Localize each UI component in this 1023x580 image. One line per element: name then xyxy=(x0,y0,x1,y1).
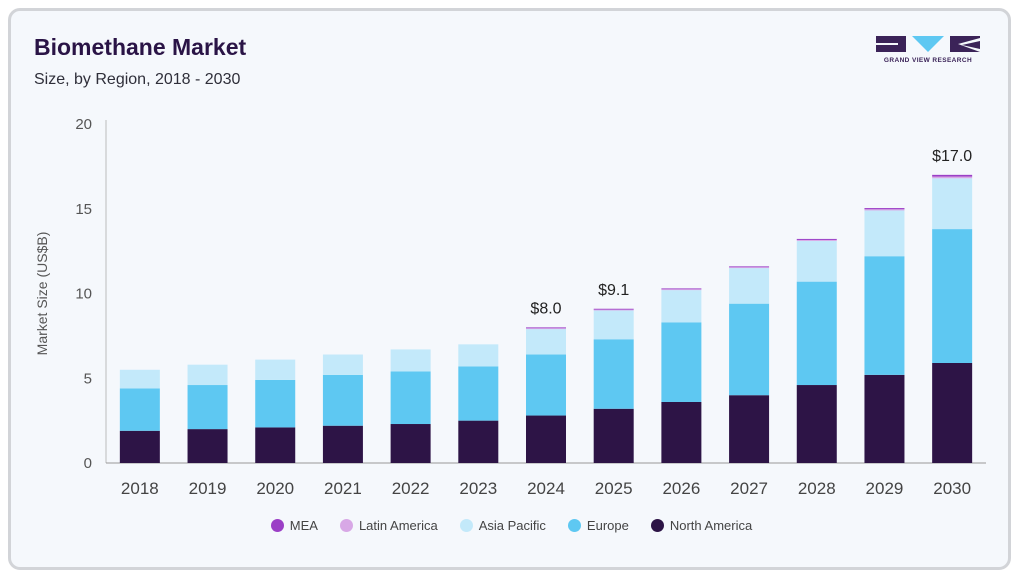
bar-north-america-2019 xyxy=(187,429,228,463)
bar-north-america-2026 xyxy=(661,401,702,463)
bar-latin-america-2026 xyxy=(661,289,702,291)
bar-europe-2026 xyxy=(661,322,702,402)
bar-north-america-2028 xyxy=(796,385,837,463)
legend-label: Latin America xyxy=(358,518,438,533)
x-tick-label: 2028 xyxy=(798,479,836,498)
bar-europe-2018 xyxy=(119,388,160,431)
bar-north-america-2025 xyxy=(593,408,634,463)
y-tick-label: 0 xyxy=(84,455,92,472)
bar-europe-2021 xyxy=(322,374,363,426)
bar-mea-2029 xyxy=(864,208,905,210)
x-tick-label: 2022 xyxy=(392,479,430,498)
chart-subtitle: Size, by Region, 2018 - 2030 xyxy=(34,71,241,88)
bar-north-america-2027 xyxy=(729,395,770,463)
bar-asia-pacific-2025 xyxy=(593,310,634,340)
chart-card xyxy=(8,8,1011,570)
x-tick-label: 2020 xyxy=(256,479,294,498)
x-tick-label: 2027 xyxy=(730,479,768,498)
bar-asia-pacific-2024 xyxy=(526,329,566,355)
legend-item-europe: Europe xyxy=(567,518,629,533)
x-tick-label: 2030 xyxy=(933,479,971,498)
bar-europe-2020 xyxy=(255,379,296,428)
bar-mea-2030 xyxy=(932,174,973,177)
bar-mea-2027 xyxy=(729,266,770,268)
legend-swatch-icon xyxy=(459,519,473,532)
bar-north-america-2020 xyxy=(255,427,296,463)
legend-item-mea: MEA xyxy=(270,518,318,533)
y-tick-label: 10 xyxy=(75,286,92,303)
bar-europe-2019 xyxy=(187,385,228,430)
x-tick-label: 2021 xyxy=(324,479,362,498)
legend-swatch-icon xyxy=(339,519,353,532)
bar-asia-pacific-2030 xyxy=(932,178,973,230)
bar-asia-pacific-2020 xyxy=(255,359,296,380)
legend-swatch-icon xyxy=(567,519,581,532)
bar-asia-pacific-2021 xyxy=(322,354,363,375)
bar-asia-pacific-2028 xyxy=(796,240,837,282)
legend-label: Asia Pacific xyxy=(478,518,546,533)
logo-text: GRAND VIEW RESEARCH xyxy=(883,57,973,64)
y-axis-label: Market Size (US$B) xyxy=(34,232,50,356)
legend-item-asia-pacific: Asia Pacific xyxy=(459,518,546,533)
y-tick-label: 5 xyxy=(84,370,92,387)
bar-north-america-2022 xyxy=(390,424,431,463)
x-tick-label: 2023 xyxy=(459,479,497,498)
bar-asia-pacific-2019 xyxy=(187,364,228,386)
legend-label: Europe xyxy=(586,518,629,533)
bar-mea-2028 xyxy=(796,238,837,240)
x-tick-label: 2024 xyxy=(527,479,565,498)
legend-item-north-america: North America xyxy=(650,518,753,533)
chart-title: Biomethane Market xyxy=(34,34,247,60)
bar-latin-america-2029 xyxy=(864,209,905,211)
legend-swatch-icon xyxy=(270,519,284,532)
bar-north-america-2021 xyxy=(322,425,363,463)
y-tick-label: 15 xyxy=(75,201,92,218)
x-tick-label: 2025 xyxy=(595,479,633,498)
legend-label: North America xyxy=(669,518,753,533)
bar-north-america-2023 xyxy=(458,420,499,463)
bar-north-america-2030 xyxy=(932,362,973,463)
bar-asia-pacific-2022 xyxy=(390,349,431,372)
bar-latin-america-2025 xyxy=(593,309,634,311)
data-label: $17.0 xyxy=(932,148,972,165)
bar-north-america-2024 xyxy=(526,415,566,463)
x-tick-label: 2019 xyxy=(189,479,227,498)
bar-asia-pacific-2023 xyxy=(458,344,499,367)
bar-asia-pacific-2018 xyxy=(119,369,160,389)
bar-europe-2025 xyxy=(593,339,634,409)
x-tick-label: 2018 xyxy=(121,479,159,498)
legend-swatch-icon xyxy=(650,519,664,532)
logo-mark-icon xyxy=(876,36,980,52)
data-label: $9.1 xyxy=(598,282,629,299)
bar-europe-2024 xyxy=(526,354,566,416)
bar-latin-america-2024 xyxy=(526,328,566,330)
bar-europe-2023 xyxy=(458,366,499,421)
bar-asia-pacific-2026 xyxy=(661,290,702,323)
bar-north-america-2018 xyxy=(119,430,160,463)
bar-europe-2027 xyxy=(729,303,770,396)
bar-mea-2026 xyxy=(661,288,702,290)
bar-north-america-2029 xyxy=(864,374,905,463)
grand-view-research-logo: GRAND VIEW RESEARCH xyxy=(876,34,980,74)
bar-mea-2024 xyxy=(526,327,566,329)
bar-latin-america-2027 xyxy=(729,267,770,269)
x-tick-label: 2026 xyxy=(662,479,700,498)
legend-item-latin-america: Latin America xyxy=(339,518,438,533)
x-tick-label: 2029 xyxy=(866,479,904,498)
y-tick-label: 20 xyxy=(75,116,92,133)
data-label: $8.0 xyxy=(530,300,561,317)
bar-mea-2025 xyxy=(593,308,634,310)
bar-europe-2029 xyxy=(864,256,905,375)
bar-asia-pacific-2027 xyxy=(729,268,770,304)
legend-label: MEA xyxy=(289,518,318,533)
bar-europe-2030 xyxy=(932,229,973,363)
bar-europe-2022 xyxy=(390,371,431,425)
bar-latin-america-2028 xyxy=(796,239,837,241)
bar-asia-pacific-2029 xyxy=(864,210,905,257)
bar-latin-america-2030 xyxy=(932,176,973,179)
chart-legend: MEA Latin America Asia Pacific Europe North … xyxy=(0,518,1023,533)
bar-europe-2028 xyxy=(796,281,837,386)
